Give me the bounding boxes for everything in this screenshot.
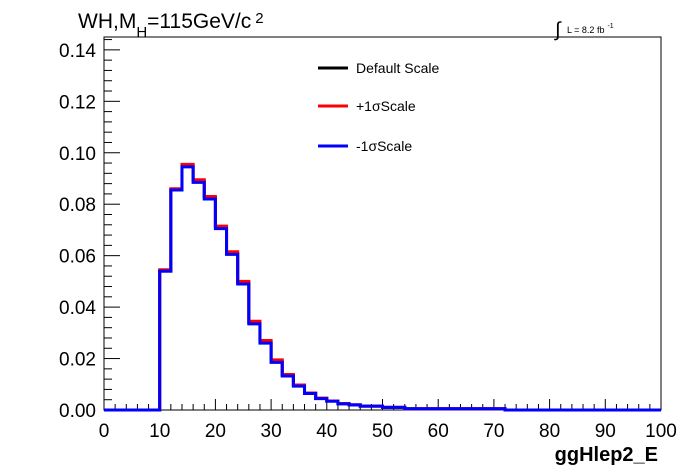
x-tick-label: 0	[99, 421, 110, 442]
lumi-superscript: -1	[607, 23, 613, 30]
series-lines	[104, 162, 661, 412]
x-tick-label: 20	[205, 421, 226, 442]
y-tick-label: 0.00	[59, 401, 96, 422]
chart-title: WH,MH=115GeV/c 2	[78, 10, 264, 41]
y-tick-label: 0.14	[59, 41, 96, 62]
plot-frame	[103, 36, 662, 411]
series-line-2	[104, 165, 661, 412]
x-axis-tick-labels: 0 10 20 30 40 50 60 70 80 90 100	[99, 421, 677, 442]
series-line-0	[104, 164, 661, 412]
y-tick-label: 0.04	[59, 298, 96, 319]
legend-label-plus1sigma: +1σScale	[356, 98, 416, 114]
x-tick-label: 50	[372, 421, 393, 442]
y-tick-label: 0.10	[59, 144, 96, 165]
legend-label-minus1sigma: -1σScale	[356, 138, 412, 154]
x-tick-label: 80	[539, 421, 560, 442]
chart-title-superscript: 2	[255, 10, 263, 27]
series-line-1	[104, 162, 661, 412]
lumi-integral-symbol: ∫	[554, 19, 562, 41]
lumi-value: L = 8.2 fb	[567, 25, 604, 35]
x-tick-label: 10	[149, 421, 170, 442]
chart-title-subscript: H	[136, 24, 147, 41]
y-tick-label: 0.08	[59, 195, 96, 216]
x-tick-label: 70	[483, 421, 504, 442]
y-tick-label: 0.02	[59, 350, 96, 371]
legend: Default Scale +1σScale -1σScale	[318, 60, 439, 154]
x-tick-label: 100	[645, 421, 677, 442]
lumi-text: L = 8.2 fb -1	[567, 23, 614, 35]
x-tick-label: 90	[595, 421, 616, 442]
y-tick-label: 0.06	[59, 247, 96, 268]
y-axis-ticks	[104, 39, 120, 411]
legend-label-default: Default Scale	[356, 60, 439, 76]
y-axis-tick-labels: 0.00 0.02 0.04 0.06 0.08 0.10 0.12 0.14	[59, 41, 96, 422]
chart-title-main: WH,M	[78, 10, 136, 33]
x-tick-label: 30	[261, 421, 282, 442]
y-tick-label: 0.12	[59, 92, 96, 113]
chart-title-rest: =115GeV/c	[147, 10, 251, 33]
x-tick-label: 60	[428, 421, 449, 442]
x-axis-title: ggHlep2_E	[555, 444, 658, 466]
x-tick-label: 40	[316, 421, 337, 442]
